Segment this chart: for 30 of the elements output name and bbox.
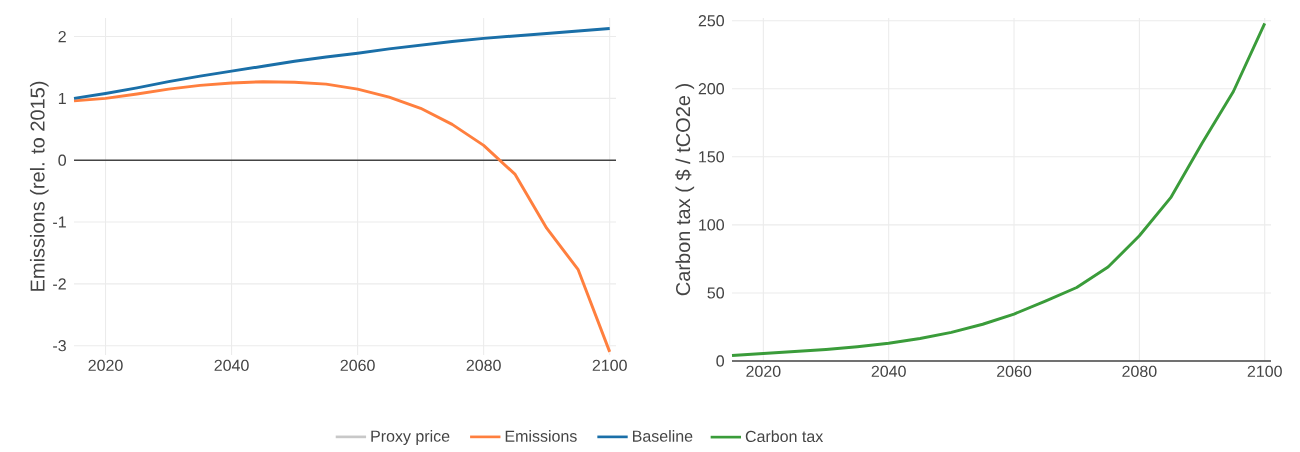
x-tick-label: 2080: [1122, 365, 1157, 378]
y-tick-label: 0: [58, 154, 67, 166]
y-tick-label: 0: [716, 355, 725, 367]
y-tick-label: 1: [58, 92, 66, 104]
x-tick-label: 2100: [592, 359, 627, 372]
y-axis-title: Emissions (rel. to 2015): [29, 81, 49, 291]
y-tick-label: 50: [707, 287, 725, 299]
legend-label: Proxy price: [371, 430, 450, 445]
x-tick-label: 2060: [340, 359, 375, 372]
line-series: [72, 80, 612, 354]
y-tick-label: -2: [53, 278, 66, 290]
y-tick-label: 150: [699, 151, 725, 163]
legend-label: Emissions: [505, 430, 577, 442]
y-tick-label: -3: [53, 340, 66, 352]
x-tick-label: 2080: [466, 359, 501, 372]
y-tick-label: 2: [58, 30, 66, 43]
legend-label: Carbon tax: [745, 430, 824, 443]
x-tick-label: 2040: [871, 365, 906, 378]
line-series: [730, 21, 1267, 358]
y-tick-label: 200: [698, 83, 725, 95]
y-axis-title: Carbon tax ( $ / tCO2e ): [675, 84, 695, 296]
y-tick-label: 100: [699, 219, 725, 231]
x-tick-label: 2060: [997, 365, 1032, 378]
y-tick-label: -1: [53, 216, 66, 228]
legend-label: Baseline: [633, 430, 693, 442]
y-tick-label: 250: [698, 15, 725, 27]
x-tick-label: 2100: [1247, 365, 1282, 378]
x-tick-label: 2020: [88, 359, 123, 372]
x-tick-label: 2040: [214, 359, 249, 372]
x-tick-label: 2020: [746, 365, 781, 378]
